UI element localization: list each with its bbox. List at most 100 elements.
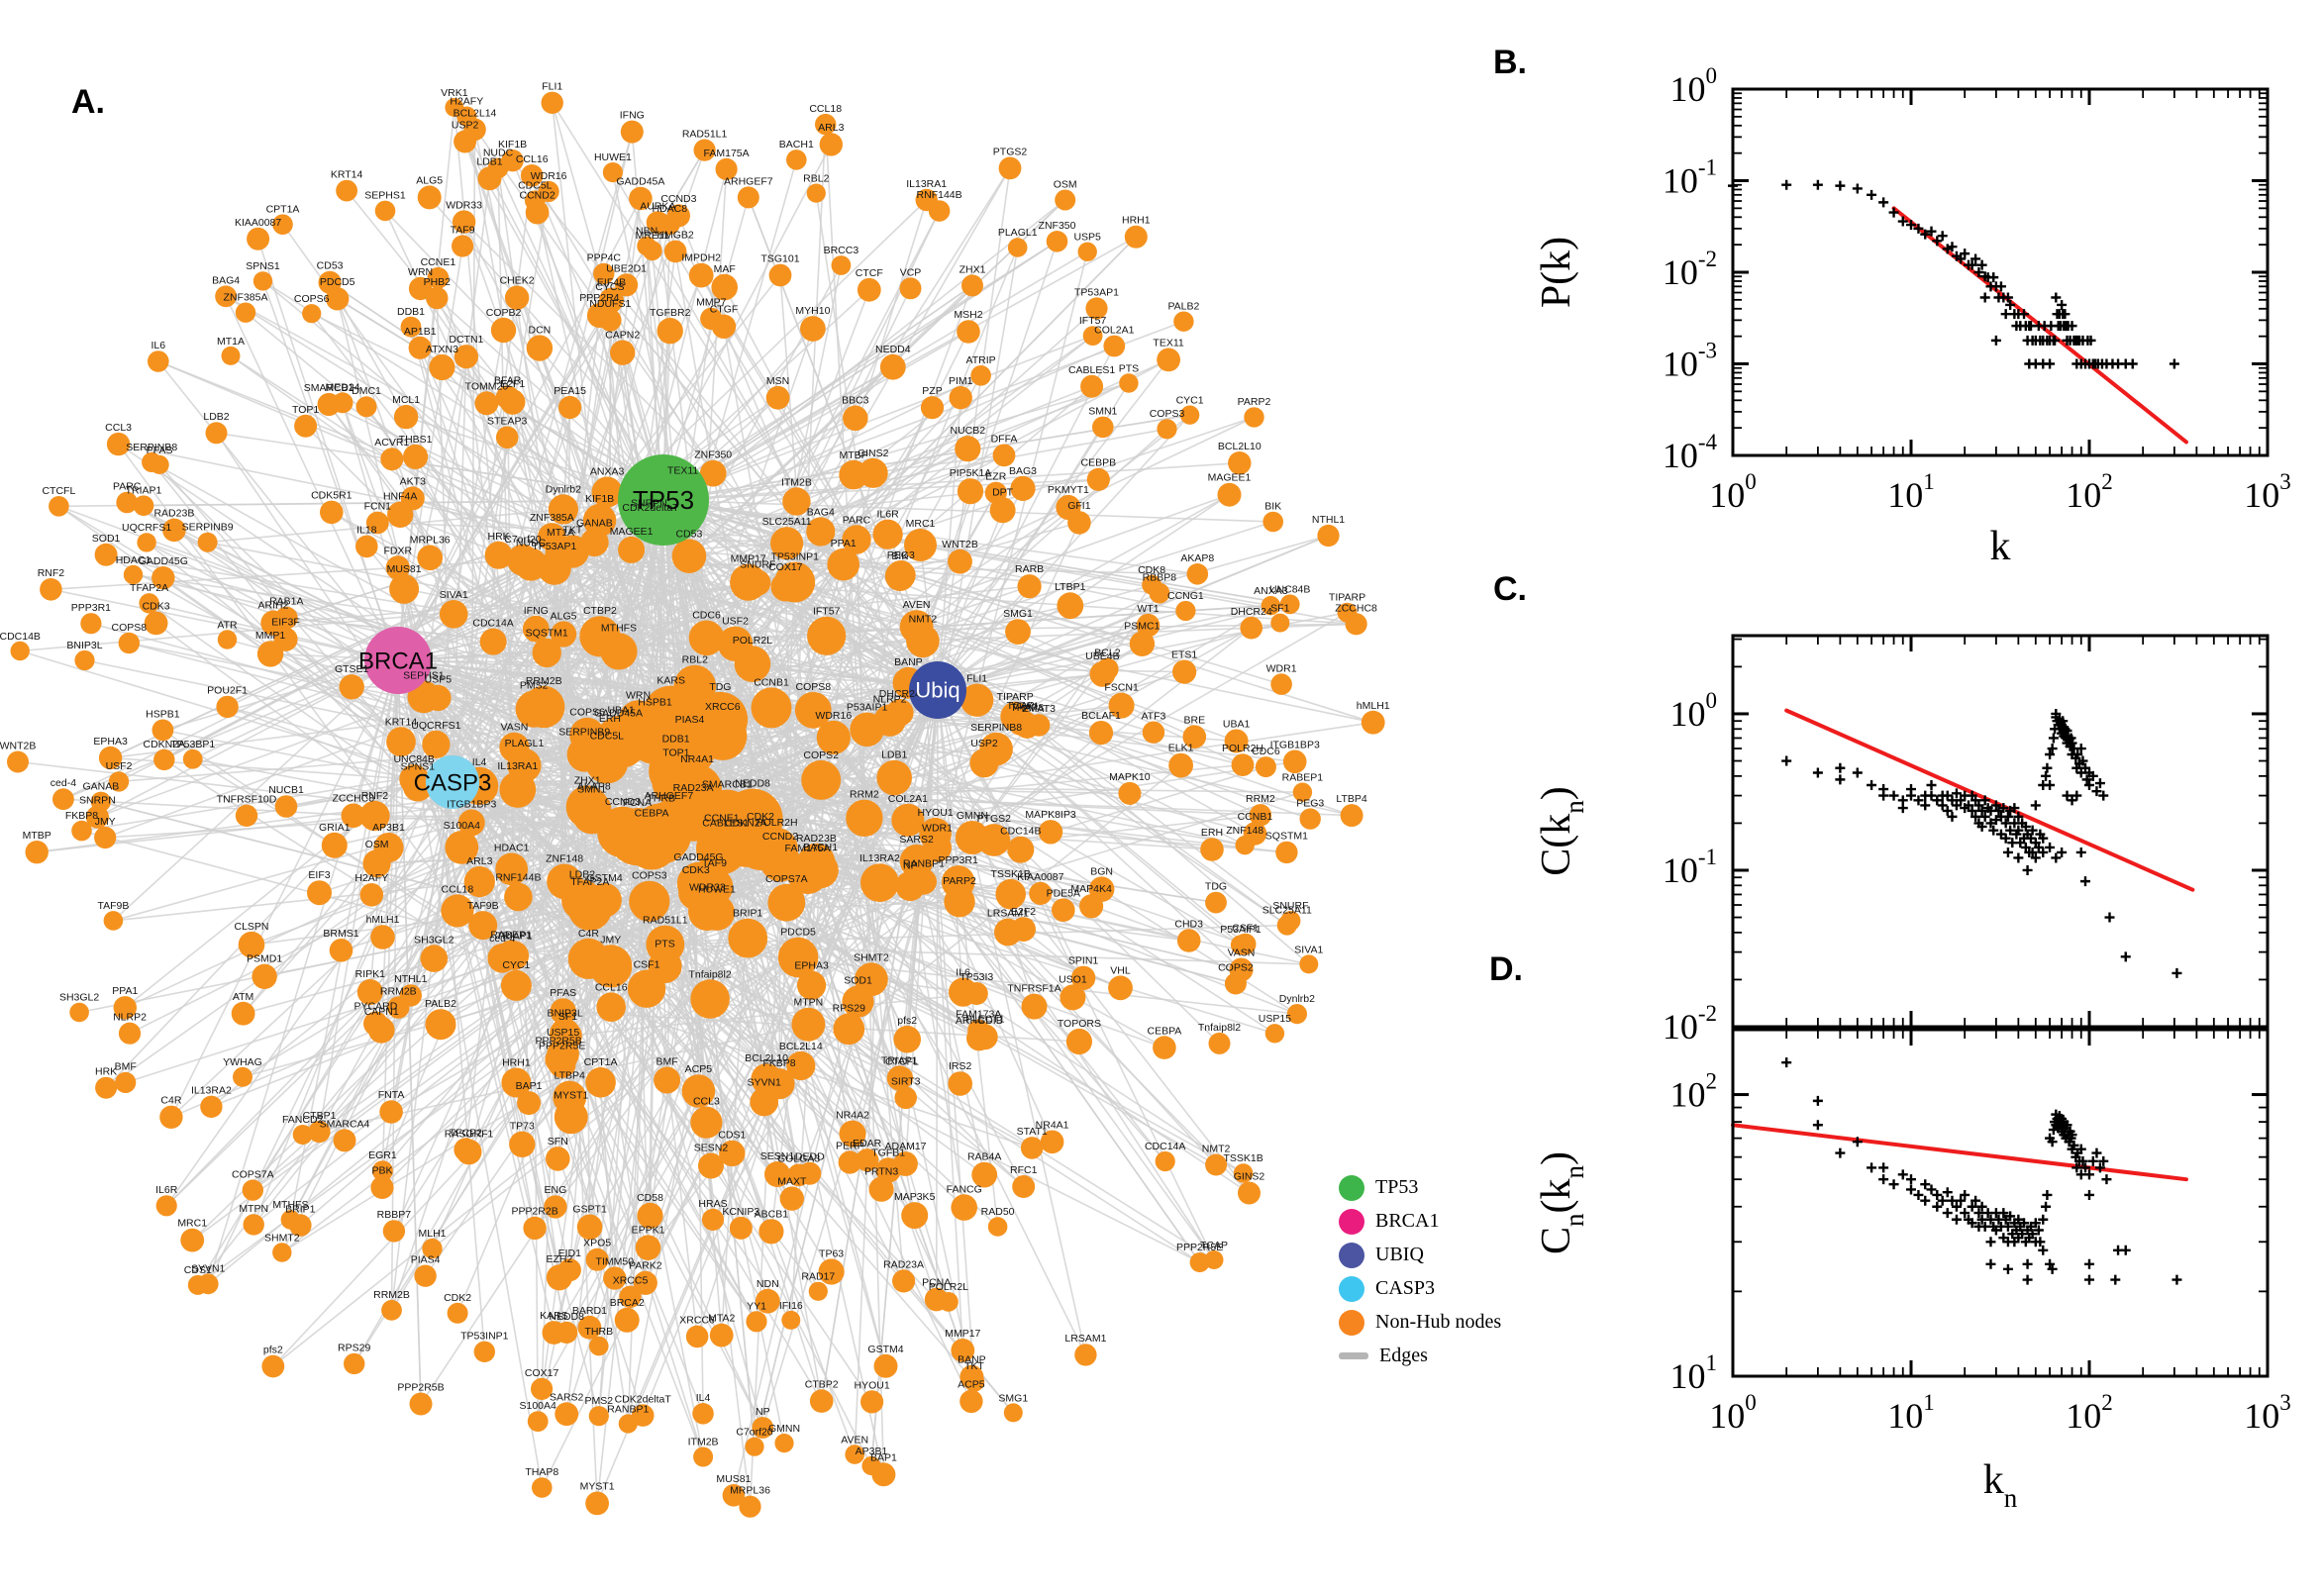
svg-text:NUDC: NUDC: [483, 148, 514, 159]
svg-text:PFAS: PFAS: [550, 987, 576, 999]
svg-text:NP: NP: [756, 1406, 770, 1418]
svg-text:AVEN: AVEN: [903, 599, 931, 611]
svg-text:CABLES1: CABLES1: [1068, 364, 1115, 376]
svg-text:ARIH2: ARIH2: [258, 599, 289, 611]
svg-text:WT1: WT1: [1137, 603, 1159, 615]
svg-text:MUS81: MUS81: [716, 1473, 751, 1485]
svg-text:DCTN1: DCTN1: [449, 334, 483, 346]
svg-text:CAPN2: CAPN2: [605, 330, 640, 342]
svg-text:VHL: VHL: [1110, 964, 1131, 976]
svg-text:ERH: ERH: [1201, 827, 1223, 839]
legend-item-ubiq: UBIQ: [1339, 1242, 1501, 1268]
svg-text:CDK2: CDK2: [747, 811, 774, 823]
svg-text:VRK1: VRK1: [1012, 700, 1040, 712]
svg-text:CCNE1: CCNE1: [421, 256, 456, 268]
svg-text:SHMT2: SHMT2: [264, 1232, 300, 1244]
svg-text:EID1: EID1: [558, 1247, 582, 1259]
svg-text:BGN: BGN: [1090, 866, 1113, 878]
svg-text:MRE11: MRE11: [636, 230, 669, 242]
panel-label-c: C.: [1493, 570, 1527, 608]
svg-text:CTCFL: CTCFL: [885, 1055, 919, 1067]
legend-item-edges: Edges: [1339, 1343, 1501, 1369]
svg-text:HRH1: HRH1: [502, 1056, 531, 1068]
svg-text:TNFRSF1A: TNFRSF1A: [1007, 983, 1060, 995]
svg-text:PTGS2: PTGS2: [977, 813, 1012, 825]
svg-text:SIVA1: SIVA1: [440, 589, 468, 601]
svg-text:TRIAP1: TRIAP1: [881, 1054, 918, 1066]
svg-text:Dynlrb2: Dynlrb2: [546, 483, 581, 495]
svg-text:THRB: THRB: [647, 792, 675, 804]
svg-text:SPNS1: SPNS1: [401, 761, 436, 773]
svg-text:LTBP1: LTBP1: [1055, 581, 1085, 593]
svg-text:IL13RA1: IL13RA1: [497, 760, 538, 772]
svg-text:RAD23B: RAD23B: [153, 508, 194, 520]
svg-text:DEDD: DEDD: [795, 1151, 825, 1163]
svg-text:HYOU1: HYOU1: [855, 1379, 890, 1391]
svg-text:NR4A1: NR4A1: [680, 753, 714, 765]
svg-text:UBE4B: UBE4B: [1085, 650, 1119, 662]
svg-text:COPS2: COPS2: [803, 749, 839, 761]
svg-text:XPO5: XPO5: [583, 1238, 611, 1249]
svg-text:POU2F1: POU2F1: [207, 685, 248, 697]
svg-text:ACVR1: ACVR1: [374, 437, 409, 449]
svg-text:CTBP2: CTBP2: [805, 1378, 839, 1390]
svg-text:BNIP3L: BNIP3L: [548, 1008, 583, 1020]
svg-text:LTBP4: LTBP4: [1336, 793, 1366, 805]
legend-color-dot: [1339, 1275, 1364, 1302]
svg-text:MAGEE1: MAGEE1: [610, 526, 654, 538]
svg-text:GSPT1: GSPT1: [572, 1204, 607, 1216]
svg-text:MTA2: MTA2: [708, 1313, 735, 1325]
svg-text:EPPK1: EPPK1: [632, 1224, 665, 1236]
plot-frame: [1731, 1028, 2270, 1378]
svg-text:SESN2: SESN2: [694, 1143, 729, 1154]
svg-text:PZP: PZP: [922, 385, 942, 397]
svg-text:RARB: RARB: [1015, 563, 1044, 575]
svg-text:CDK2: CDK2: [444, 1292, 471, 1304]
svg-text:BRCA2: BRCA2: [610, 1297, 645, 1309]
svg-text:TP53BP1: TP53BP1: [170, 739, 215, 750]
svg-text:RBL2: RBL2: [682, 654, 708, 666]
svg-text:BFAR: BFAR: [494, 374, 522, 386]
svg-text:C4R: C4R: [578, 928, 599, 940]
svg-text:CDC14A: CDC14A: [472, 618, 513, 630]
svg-text:TEX11: TEX11: [1153, 338, 1183, 349]
svg-text:PPP3R1: PPP3R1: [71, 602, 111, 614]
svg-text:KRT14: KRT14: [331, 169, 363, 181]
svg-text:TAF9B: TAF9B: [97, 900, 129, 912]
svg-text:CTGF: CTGF: [710, 304, 739, 316]
svg-text:HSPB1: HSPB1: [638, 696, 672, 708]
svg-text:CDC14A: CDC14A: [1145, 1141, 1185, 1152]
svg-text:NEDD4: NEDD4: [875, 344, 911, 355]
svg-text:HRH1: HRH1: [1122, 215, 1151, 227]
svg-text:CEBPB: CEBPB: [1080, 457, 1116, 469]
svg-text:FANCD2: FANCD2: [282, 1114, 324, 1126]
svg-text:IL6: IL6: [956, 967, 970, 979]
svg-text:102: 102: [2066, 1390, 2113, 1436]
svg-text:GANAB: GANAB: [83, 781, 120, 793]
svg-text:KRT14: KRT14: [385, 716, 418, 728]
svg-text:RRM2B: RRM2B: [526, 675, 562, 687]
svg-text:C4R: C4R: [160, 1095, 181, 1107]
svg-text:TP53INP1: TP53INP1: [460, 1331, 509, 1343]
svg-text:ITM2B: ITM2B: [781, 476, 812, 488]
svg-text:ATM: ATM: [233, 991, 253, 1003]
svg-text:100: 100: [1670, 688, 1718, 734]
legend-item-casp3: CASP3: [1339, 1275, 1501, 1302]
svg-text:WDR16: WDR16: [531, 170, 567, 182]
svg-text:HRK: HRK: [95, 1066, 117, 1078]
svg-text:ARL3: ARL3: [818, 122, 844, 134]
svg-text:SMG1: SMG1: [998, 1392, 1028, 1404]
svg-text:TP73: TP73: [510, 1121, 535, 1133]
y-axis-label: Cn(kn): [1534, 1151, 1589, 1254]
svg-text:COPS7A: COPS7A: [765, 873, 808, 885]
svg-text:BAG4: BAG4: [807, 507, 835, 519]
svg-text:IL13RA2: IL13RA2: [859, 852, 900, 864]
svg-text:ZNF350: ZNF350: [1039, 220, 1076, 232]
svg-text:TKT: TKT: [562, 524, 582, 536]
svg-text:IL4: IL4: [472, 756, 487, 768]
svg-text:CSF1: CSF1: [634, 959, 660, 971]
svg-text:NP: NP: [903, 860, 918, 872]
hub-label-ubiq: Ubiq: [915, 678, 960, 703]
svg-text:KIF1B: KIF1B: [498, 139, 527, 150]
svg-text:ZNF385A: ZNF385A: [224, 292, 268, 304]
